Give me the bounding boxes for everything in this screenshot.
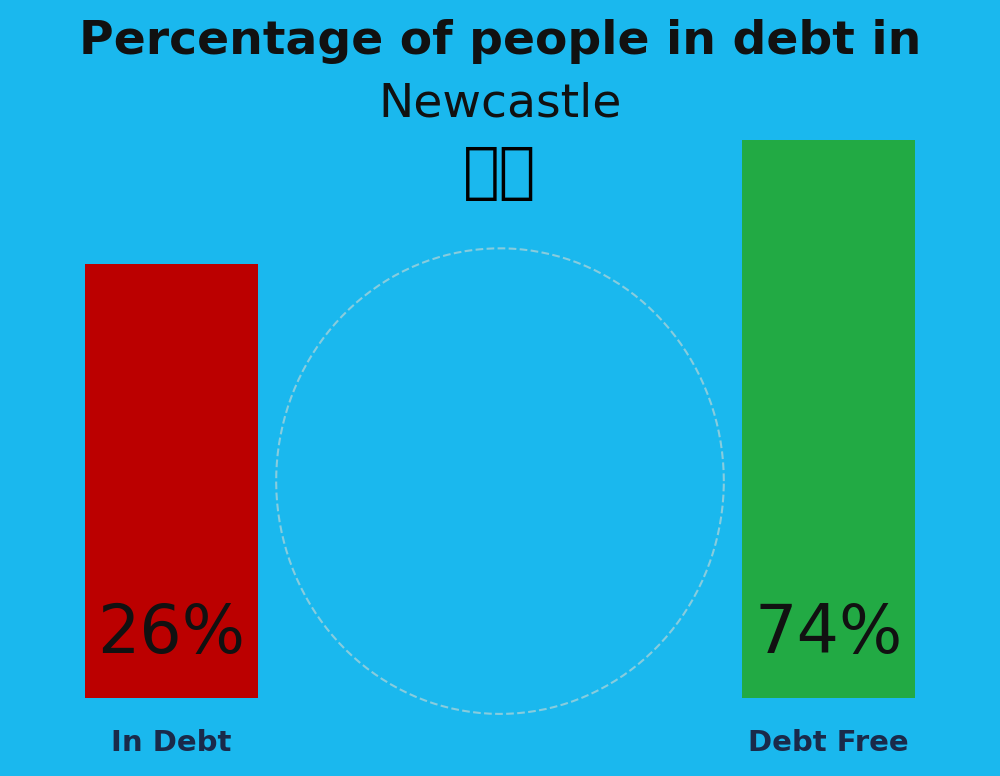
Text: Newcastle: Newcastle xyxy=(378,81,622,126)
Text: Percentage of people in debt in: Percentage of people in debt in xyxy=(79,19,921,64)
Text: 🇦🇺: 🇦🇺 xyxy=(463,144,537,203)
Text: Debt Free: Debt Free xyxy=(748,729,909,757)
Text: 26%: 26% xyxy=(97,601,245,667)
Text: In Debt: In Debt xyxy=(111,729,231,757)
Text: 74%: 74% xyxy=(755,601,903,667)
FancyBboxPatch shape xyxy=(85,264,258,698)
FancyBboxPatch shape xyxy=(742,140,915,698)
